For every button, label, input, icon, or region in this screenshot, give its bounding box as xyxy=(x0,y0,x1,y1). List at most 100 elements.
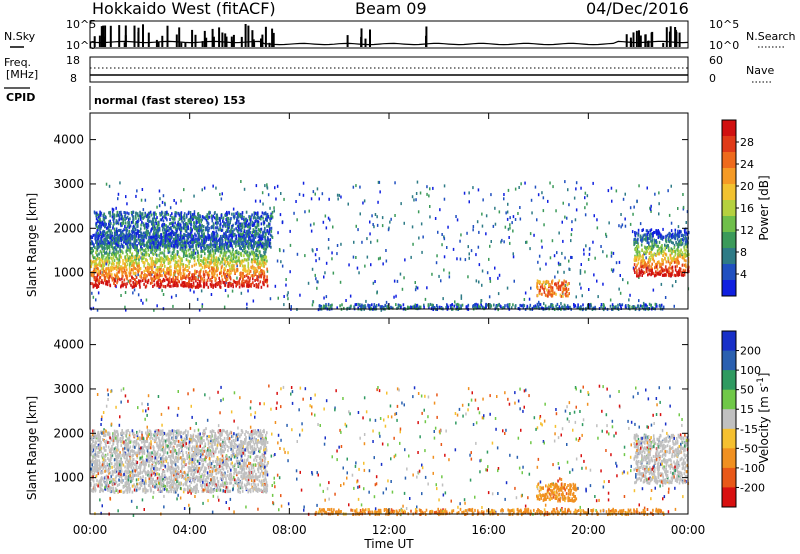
data-cell xyxy=(134,214,137,218)
data-cell xyxy=(139,267,142,270)
data-cell xyxy=(197,214,200,218)
data-cell xyxy=(207,285,210,289)
data-cell xyxy=(677,259,679,263)
data-cell xyxy=(269,217,271,221)
data-cell xyxy=(676,234,678,238)
noise-cell xyxy=(366,237,368,241)
noise-cell xyxy=(108,184,111,188)
data-cell xyxy=(235,284,237,288)
data-cell xyxy=(180,245,182,249)
data-cell xyxy=(165,228,168,232)
data-cell xyxy=(251,258,253,262)
data-cell xyxy=(205,244,208,248)
data-cell xyxy=(111,231,113,235)
data-cell xyxy=(221,234,224,238)
data-cell xyxy=(261,260,264,264)
noise-bar xyxy=(104,25,107,47)
data-cell xyxy=(165,216,167,220)
data-cell xyxy=(148,236,151,240)
noise-cell xyxy=(636,199,638,203)
noise-cell xyxy=(507,227,510,231)
data-cell xyxy=(642,262,644,266)
data-cell xyxy=(141,212,144,216)
noise-bar xyxy=(93,36,96,47)
data-cell xyxy=(227,230,229,233)
data-cell xyxy=(239,245,242,249)
data-cell xyxy=(213,240,216,244)
data-cell xyxy=(124,221,127,225)
noise-cell xyxy=(574,218,577,222)
data-cell xyxy=(545,280,547,284)
noise-cell xyxy=(454,300,456,304)
data-cell xyxy=(116,210,119,214)
data-cell xyxy=(201,229,203,233)
data-cell xyxy=(138,283,141,286)
data-cell xyxy=(208,273,211,277)
data-cell xyxy=(156,280,159,284)
noise-cell xyxy=(105,182,108,186)
data-cell xyxy=(148,263,151,267)
noise-cell xyxy=(266,269,269,273)
data-cell xyxy=(110,242,113,246)
data-cell xyxy=(128,281,131,285)
data-cell xyxy=(206,213,209,217)
data-cell xyxy=(144,273,147,277)
data-cell xyxy=(639,265,642,269)
noise-cell xyxy=(447,225,449,229)
data-cell xyxy=(190,213,192,216)
data-cell xyxy=(169,235,171,239)
data-cell xyxy=(193,252,195,256)
noise-cell xyxy=(259,199,261,203)
noise-cell xyxy=(580,186,582,190)
data-cell xyxy=(652,254,654,258)
data-cell xyxy=(193,263,196,267)
data-cell xyxy=(109,233,112,237)
data-cell xyxy=(141,241,144,245)
data-cell xyxy=(248,235,250,239)
noise-cell xyxy=(431,272,433,276)
data-cell xyxy=(145,284,148,288)
data-cell xyxy=(141,232,143,236)
data-cell xyxy=(647,273,649,277)
noise-cell xyxy=(468,200,470,204)
data-cell xyxy=(119,222,122,226)
data-cell xyxy=(647,231,650,234)
noise-cell xyxy=(480,301,482,305)
data-cell xyxy=(224,268,227,272)
data-cell xyxy=(96,229,98,233)
noise-bar xyxy=(253,42,256,47)
data-cell xyxy=(156,216,158,220)
noise-cell xyxy=(336,193,339,197)
data-cell xyxy=(188,277,190,280)
data-cell xyxy=(103,238,105,242)
noise-cell xyxy=(254,199,257,203)
noise-cell xyxy=(339,280,342,284)
noise-cell xyxy=(658,191,660,195)
data-cell xyxy=(114,237,117,241)
noise-cell xyxy=(538,300,540,304)
data-cell xyxy=(232,215,235,219)
data-cell xyxy=(245,220,248,224)
data-cell xyxy=(253,222,256,226)
data-cell xyxy=(189,276,191,280)
data-cell xyxy=(260,263,263,267)
data-cell xyxy=(242,236,245,239)
data-cell xyxy=(177,254,180,258)
data-cell xyxy=(175,284,177,287)
data-cell xyxy=(228,270,230,274)
data-cell xyxy=(117,265,119,269)
data-cell xyxy=(126,277,128,281)
noise-bar xyxy=(180,42,183,47)
data-cell xyxy=(122,259,124,262)
noise-cell xyxy=(509,226,511,230)
noise-cell xyxy=(277,296,279,300)
data-cell xyxy=(266,278,269,282)
noise-cell xyxy=(111,207,114,211)
data-cell xyxy=(185,252,188,256)
data-cell xyxy=(192,235,195,239)
data-cell xyxy=(99,230,102,234)
noise-cell xyxy=(316,187,319,191)
data-cell xyxy=(164,235,166,239)
noise-cell xyxy=(568,203,570,207)
data-cell xyxy=(221,257,224,261)
